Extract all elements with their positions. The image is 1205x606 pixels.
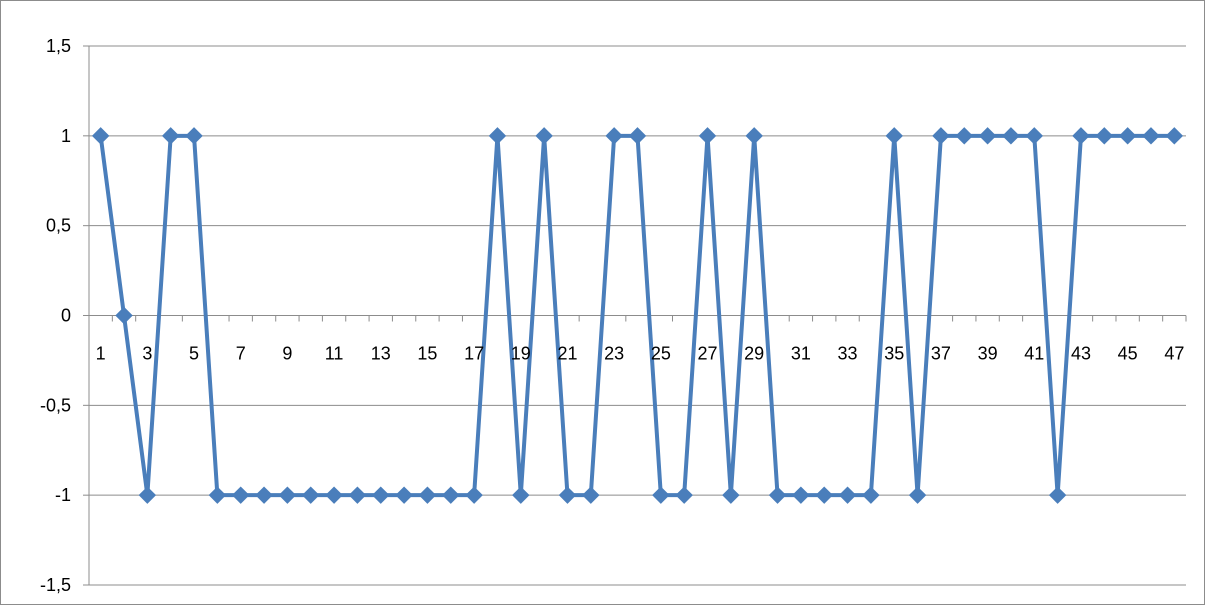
data-point-marker: [675, 486, 693, 504]
data-point-marker: [1118, 127, 1137, 145]
data-point-marker: [512, 486, 530, 504]
x-tick-label: 1: [96, 344, 106, 364]
x-tick-label: 5: [189, 344, 199, 364]
y-tick-label: -1: [55, 485, 71, 505]
data-point-marker: [558, 486, 577, 504]
x-tick-label: 3: [142, 344, 152, 364]
x-tick-label: 15: [417, 344, 437, 364]
x-tick-label: 11: [325, 344, 344, 364]
data-point-marker: [605, 127, 623, 145]
data-point-marker: [768, 486, 787, 504]
data-point-marker: [722, 486, 740, 504]
axes: [83, 45, 1187, 586]
x-tick-label: 19: [511, 344, 531, 364]
x-tick-label: 29: [744, 344, 764, 364]
x-tick-label: 13: [371, 344, 391, 364]
data-point-marker: [815, 486, 833, 504]
x-tick-label: 21: [557, 344, 577, 364]
data-point-marker: [348, 486, 367, 504]
y-tick-label: -0,5: [40, 395, 71, 415]
data-point-marker: [1142, 127, 1160, 145]
x-tick-label: 23: [604, 344, 624, 364]
data-point-marker: [91, 127, 110, 145]
data-point-marker: [1095, 127, 1114, 145]
data-point-marker: [395, 486, 413, 504]
y-tick-label: 1,5: [46, 36, 71, 56]
data-point-marker: [1072, 127, 1090, 145]
data-point-marker: [955, 127, 973, 145]
x-tick-label: 41: [1024, 344, 1044, 364]
x-tick-label: 31: [791, 344, 811, 364]
data-point-marker: [1048, 486, 1067, 504]
data-point-marker: [1002, 127, 1020, 145]
tick-labels: -1,5-1-0,500,511,51 3 5 7 9 11 13 15 17 19 21 23 25 2…: [40, 36, 1184, 595]
x-tick-label: 47: [1164, 344, 1184, 364]
data-point-marker: [115, 306, 133, 325]
data-point-marker: [932, 127, 950, 145]
y-tick-label: -1,5: [40, 575, 71, 595]
data-point-marker: [232, 486, 250, 504]
x-tick-label: 25: [651, 344, 671, 364]
data-point-marker: [978, 127, 997, 145]
x-tick-label: 39: [978, 344, 998, 364]
data-point-marker: [465, 486, 483, 504]
x-tick-label: 7: [236, 344, 246, 364]
data-point-marker: [862, 486, 880, 504]
x-tick-label: 45: [1118, 344, 1138, 364]
data-point-marker: [278, 486, 297, 504]
data-point-marker: [138, 486, 157, 504]
y-tick-label: 0,5: [46, 216, 71, 236]
data-point-marker: [885, 127, 903, 145]
y-tick-label: 0: [61, 306, 71, 326]
data-point-marker: [908, 486, 927, 504]
x-tick-label: 27: [698, 344, 718, 364]
data-point-marker: [582, 486, 600, 504]
data-point-marker: [255, 486, 273, 504]
data-point-marker: [628, 127, 647, 145]
data-point-marker: [488, 127, 507, 145]
x-tick-label: 43: [1071, 344, 1091, 364]
data-point-marker: [302, 486, 320, 504]
data-point-marker: [792, 486, 810, 504]
x-tick-label: 17: [464, 344, 484, 364]
data-point-marker: [535, 127, 553, 145]
y-tick-label: 1: [61, 126, 71, 146]
x-tick-label: 9: [282, 344, 292, 364]
data-point-marker: [208, 486, 227, 504]
data-point-marker: [1165, 127, 1184, 145]
data-point-marker: [652, 486, 670, 504]
data-point-marker: [745, 127, 763, 145]
data-point-marker: [325, 486, 343, 504]
x-tick-label: 33: [838, 344, 858, 364]
x-tick-label: 37: [931, 344, 951, 364]
data-point-marker: [185, 127, 203, 145]
data-point-marker: [442, 486, 460, 504]
data-point-marker: [1025, 127, 1043, 145]
data-point-marker: [372, 486, 390, 504]
data-point-marker: [698, 127, 717, 145]
data-point-marker: [161, 127, 180, 145]
data-point-marker: [838, 486, 857, 504]
x-tick-label: 35: [884, 344, 904, 364]
data-point-marker: [418, 486, 437, 504]
data-series: [91, 127, 1184, 504]
